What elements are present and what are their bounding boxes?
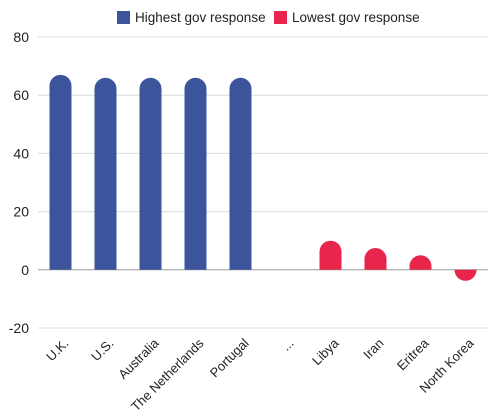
y-tick-label: 40 (13, 145, 29, 161)
x-tick-label: U.S. (88, 336, 116, 364)
bar-the-netherlands (184, 77, 207, 270)
bars (49, 74, 477, 281)
bar-australia (139, 77, 162, 270)
bar-eritrea (409, 255, 432, 270)
x-tick-label: Australia (115, 335, 162, 382)
x-tick-label: Portugal (207, 335, 252, 380)
x-tick-label: Iran (360, 336, 386, 362)
y-tick-label: 0 (21, 262, 29, 278)
bar-u-k (49, 74, 72, 270)
y-tick-label: 60 (13, 87, 29, 103)
y-tick-label: 80 (13, 29, 29, 45)
y-axis: -20 0 20 40 60 80 (9, 29, 29, 336)
legend-label: Highest gov response (135, 10, 266, 25)
bar-libya (319, 240, 342, 270)
x-tick-label: ... (278, 336, 296, 354)
y-tick-label: 20 (13, 204, 29, 220)
bar-iran (364, 247, 387, 270)
legend-swatch (274, 11, 287, 24)
x-tick-label: Libya (309, 335, 342, 368)
x-tick-label: U.K. (43, 336, 71, 364)
y-tick-label: -20 (9, 320, 29, 336)
bar-u-s (94, 77, 117, 270)
bar-north-korea (454, 269, 477, 281)
bar-portugal (229, 77, 252, 270)
legend-label: Lowest gov response (292, 10, 420, 25)
legend: Highest gov response Lowest gov response (117, 10, 420, 25)
x-tick-label: Eritrea (394, 335, 432, 373)
legend-swatch (117, 11, 130, 24)
